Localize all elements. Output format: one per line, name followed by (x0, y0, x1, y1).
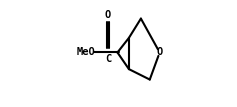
Text: C: C (105, 54, 111, 64)
Text: MeO: MeO (76, 48, 95, 57)
Text: O: O (157, 48, 163, 57)
Text: O: O (105, 10, 111, 20)
